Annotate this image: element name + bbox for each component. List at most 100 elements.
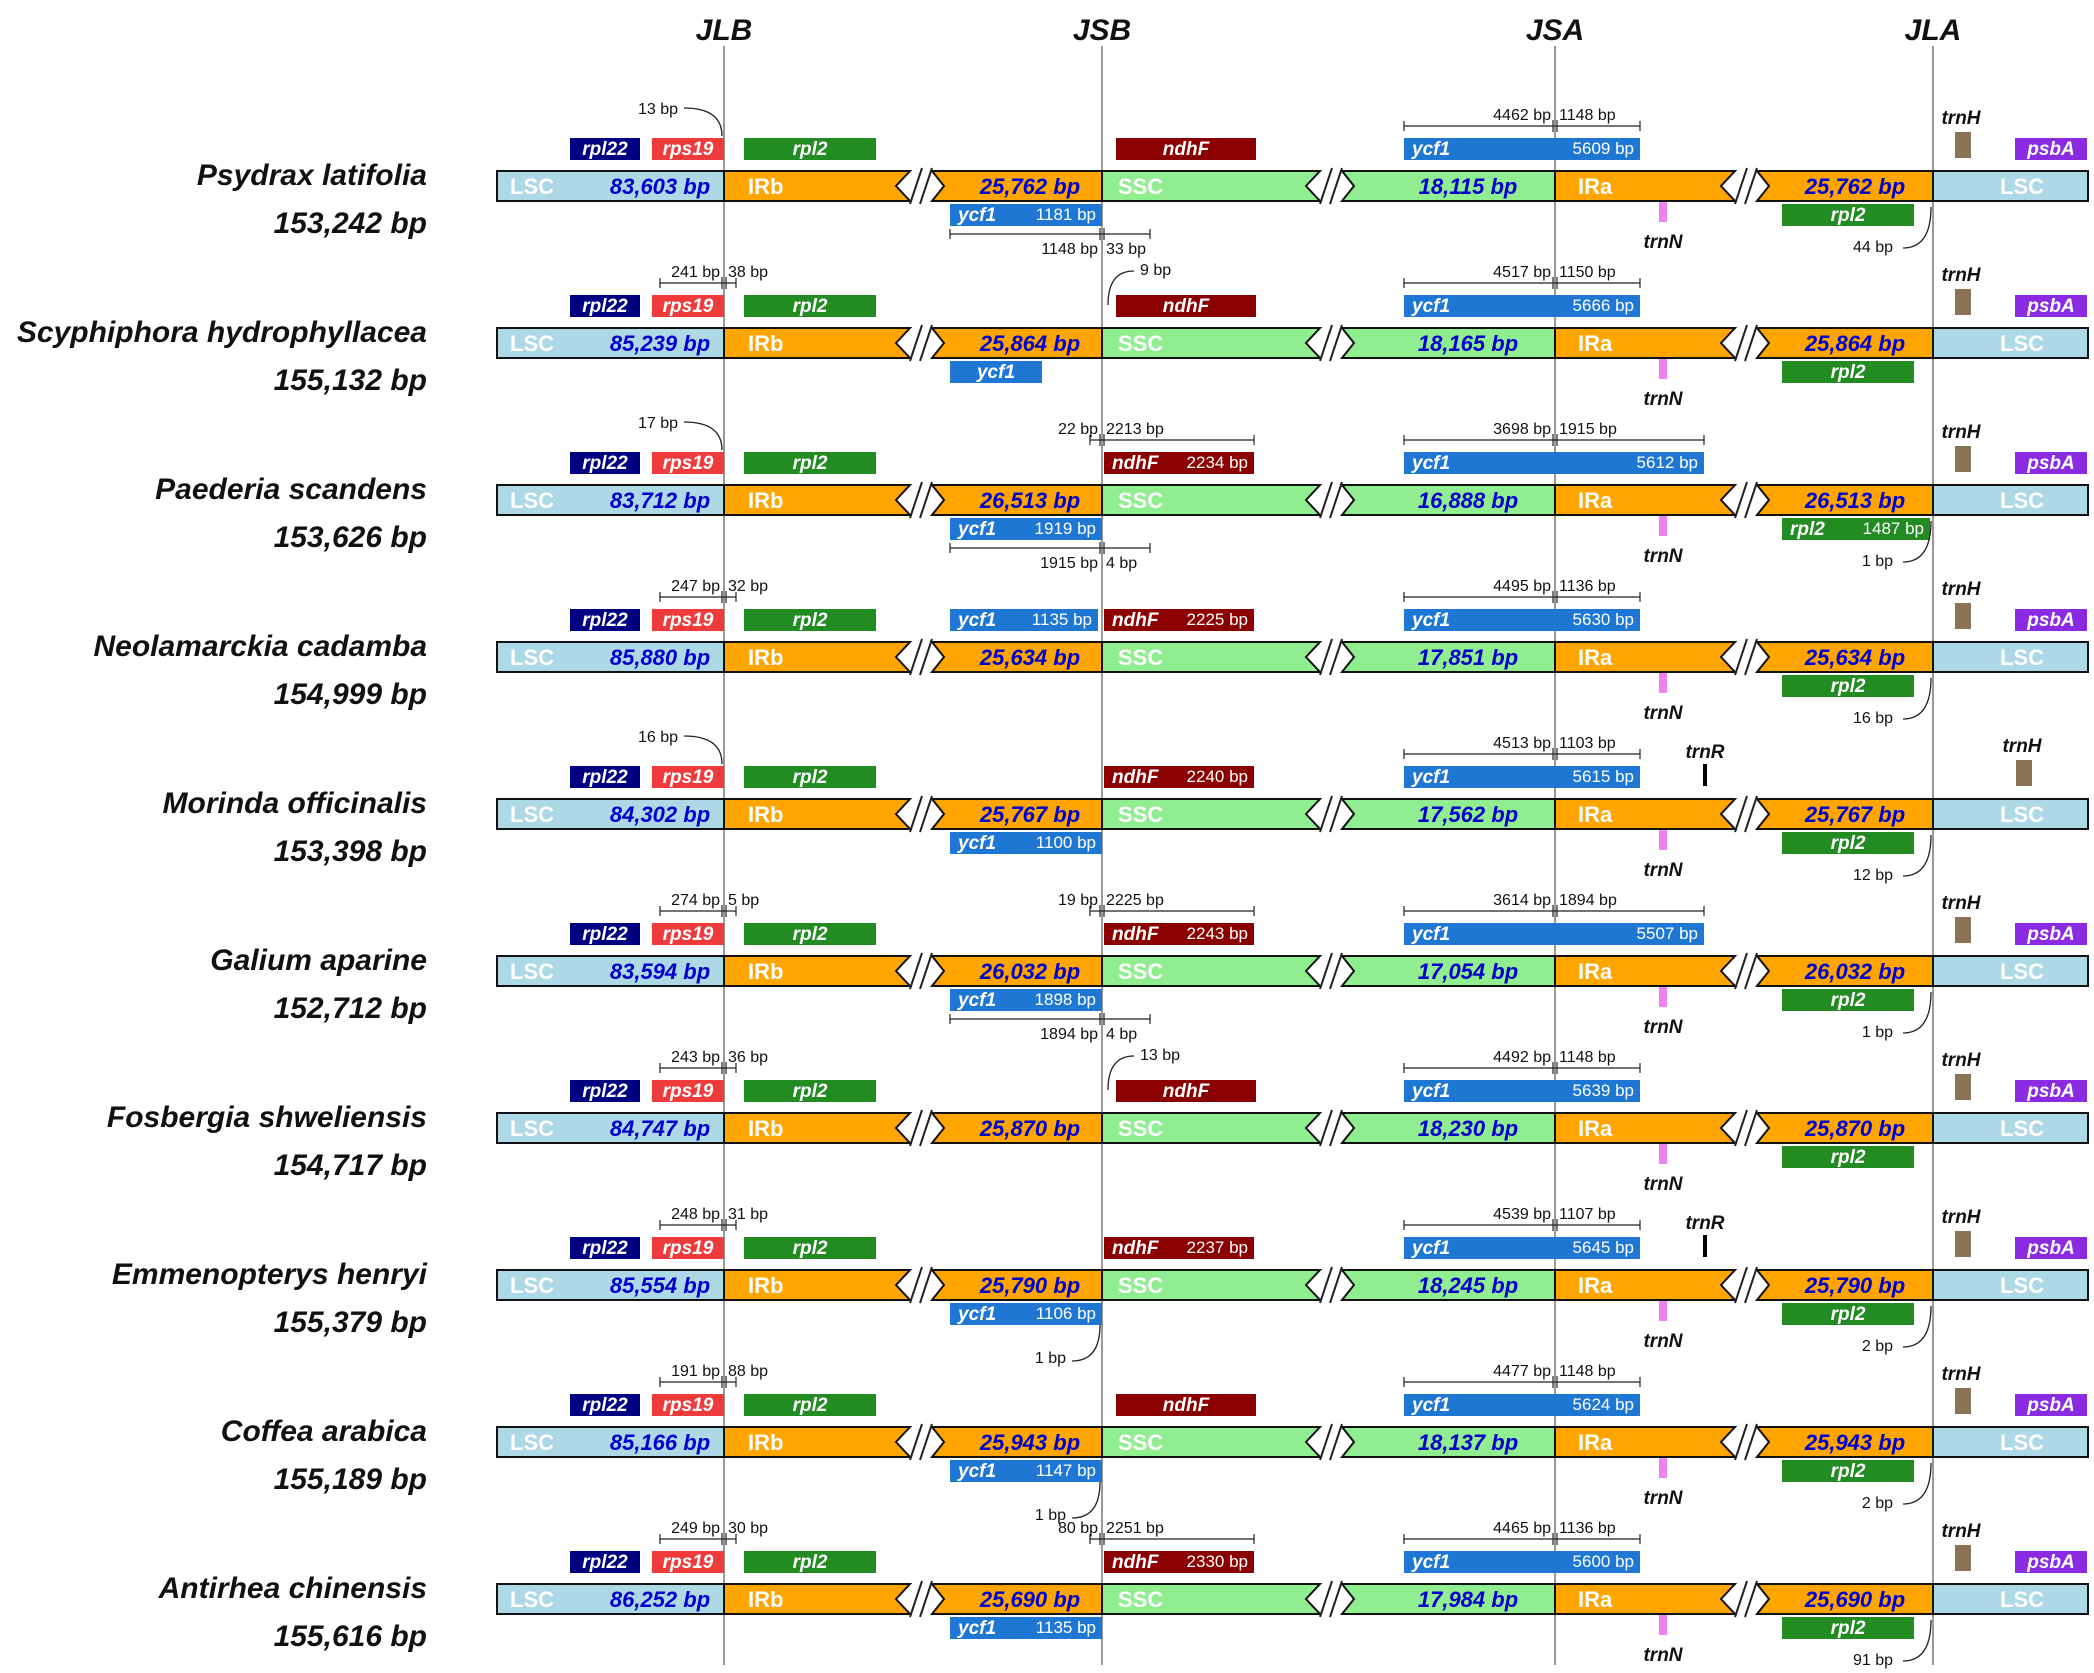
ira-segment [1554, 327, 1738, 359]
ssc-segment [1101, 955, 1323, 987]
jsb-bracket-label-left: 19 bp [1058, 892, 1098, 909]
psbA-label: psbA [2026, 139, 2075, 160]
jlb-bracket-label-right: 31 bp [728, 1206, 768, 1223]
trnH-box [1955, 1388, 1971, 1414]
lsc-right-label: LSC [2000, 802, 2044, 827]
rpl22-box [570, 1551, 640, 1573]
rps19-box [652, 766, 724, 788]
ycf1-top-size: 5609 bp [1573, 139, 1634, 158]
ssc-segment-cont [1339, 1426, 1556, 1458]
break-slash2-0 [919, 795, 933, 833]
rpl2-bottom-box [1782, 518, 1930, 540]
rpl22-box [570, 452, 640, 474]
ndhF-label: ndhF [1163, 139, 1211, 160]
ycf1-top-bracket-label-left: 4465 bp [1493, 1520, 1551, 1537]
trnN-label: trnN [1643, 703, 1683, 724]
ssc-segment-cont [1339, 1583, 1556, 1615]
trnH-label: trnH [1941, 422, 1981, 443]
ycf1-top-size: 5666 bp [1573, 296, 1634, 315]
species-row: Galium aparine 152,712 bp LSC 83,594 bp IRb 2… [210, 892, 2089, 1043]
break-slash2-2 [1744, 167, 1758, 205]
break-slash-2 [1734, 481, 1748, 519]
ira-segment-cont [1754, 484, 1934, 516]
trnH-box [1955, 446, 1971, 472]
ira-size: 25,767 bp [1804, 802, 1905, 827]
ssc-label: SSC [1118, 959, 1163, 984]
lsc-label: LSC [510, 174, 554, 199]
ycf1-top-bracket-label-left: 4495 bp [1493, 578, 1551, 595]
break-slash2-1 [1329, 952, 1343, 990]
jla-pointer-arrow [1902, 677, 1932, 720]
psbA-box [2015, 295, 2087, 317]
species-name: Neolamarckia cadamba [93, 630, 427, 663]
irb-size: 25,864 bp [979, 331, 1080, 356]
irb-segment-cont [929, 1583, 1103, 1615]
ndhF-label: ndhF [1163, 1081, 1211, 1102]
break-slash-2 [1734, 1423, 1748, 1461]
jla-pointer-label: 44 bp [1853, 239, 1893, 256]
ycf1-top-label: ycf1 [1411, 610, 1450, 631]
lsc-label: LSC [510, 1587, 554, 1612]
irb-label: IRb [748, 488, 783, 513]
ira-segment-cont [1754, 641, 1934, 673]
rpl22-label: rpl22 [582, 296, 628, 317]
lsc-segment [496, 1112, 725, 1144]
ycf1-bottom-bracket-label-right: 33 bp [1106, 241, 1146, 258]
rpl2-bottom-box [1782, 1617, 1914, 1639]
break-slash-1 [1319, 638, 1333, 676]
irb-segment [723, 798, 913, 830]
lsc-segment-right [1932, 1426, 2089, 1458]
ycf1-top-box [1404, 295, 1640, 317]
ira-size: 25,762 bp [1804, 174, 1905, 199]
rpl2-bottom-label: rpl2 [1831, 362, 1866, 383]
ycf1-top-bracket-label-left: 4513 bp [1493, 735, 1551, 752]
ycf1-top-bracket-label-right: 1148 bp [1559, 1363, 1616, 1380]
rpl2-label: rpl2 [793, 1395, 828, 1416]
lsc-size: 83,712 bp [610, 488, 710, 513]
ssc-segment-cont [1339, 1269, 1556, 1301]
rpl2-bottom-label: rpl2 [1831, 1304, 1866, 1325]
ndhF-label: ndhF [1163, 296, 1211, 317]
ycf1-bottom-box [950, 989, 1102, 1011]
rps19-box [652, 295, 724, 317]
ycf1-top-box [1404, 1237, 1640, 1259]
ssc-label: SSC [1118, 174, 1163, 199]
ycf1-bottom-label: ycf1 [976, 362, 1015, 383]
psbA-box [2015, 923, 2087, 945]
jlb-pointer-label: 16 bp [638, 729, 678, 746]
break-slash2-1 [1329, 1423, 1343, 1461]
ycf1-top-bracket-label-right: 1915 bp [1559, 421, 1617, 438]
lsc-segment [496, 1269, 725, 1301]
genome-size: 155,379 bp [274, 1306, 427, 1339]
genome-size: 152,712 bp [274, 992, 427, 1025]
break-slash-2 [1734, 795, 1748, 833]
break-slash2-1 [1329, 1580, 1343, 1618]
ssc-size: 17,054 bp [1418, 959, 1518, 984]
ssc-label: SSC [1118, 645, 1163, 670]
break-slash-2 [1734, 1266, 1748, 1304]
break-slash2-1 [1329, 638, 1343, 676]
ssc-segment [1101, 1426, 1323, 1458]
ndhF-size: 2237 bp [1187, 1238, 1248, 1257]
ycf1-top-size: 5612 bp [1637, 453, 1698, 472]
irb-segment-cont [929, 798, 1103, 830]
lsc-size: 86,252 bp [610, 1587, 710, 1612]
ycf1-top-bracket-label-left: 4539 bp [1493, 1206, 1551, 1223]
irb-segment-cont [929, 484, 1103, 516]
ssc-segment [1101, 1583, 1323, 1615]
species-row: Scyphiphora hydrophyllacea 155,132 bp LSC 8… [17, 262, 2089, 410]
ycf1-top-box [1404, 138, 1640, 160]
rpl2-label: rpl2 [793, 767, 828, 788]
trnN-box [1659, 516, 1667, 536]
ssc-label: SSC [1118, 1587, 1163, 1612]
ira-segment-cont [1754, 1426, 1934, 1458]
rpl2-box [744, 1080, 876, 1102]
rpl2-bottom-box [1782, 832, 1914, 854]
trnH-box [1955, 917, 1971, 943]
trnH-label: trnH [1941, 1050, 1981, 1071]
junction-label-jsb: JSB [1073, 14, 1131, 47]
jlb-bracket-label-left: 241 bp [671, 264, 720, 281]
trnN-label: trnN [1643, 1174, 1683, 1195]
ira-segment-cont [1754, 327, 1934, 359]
